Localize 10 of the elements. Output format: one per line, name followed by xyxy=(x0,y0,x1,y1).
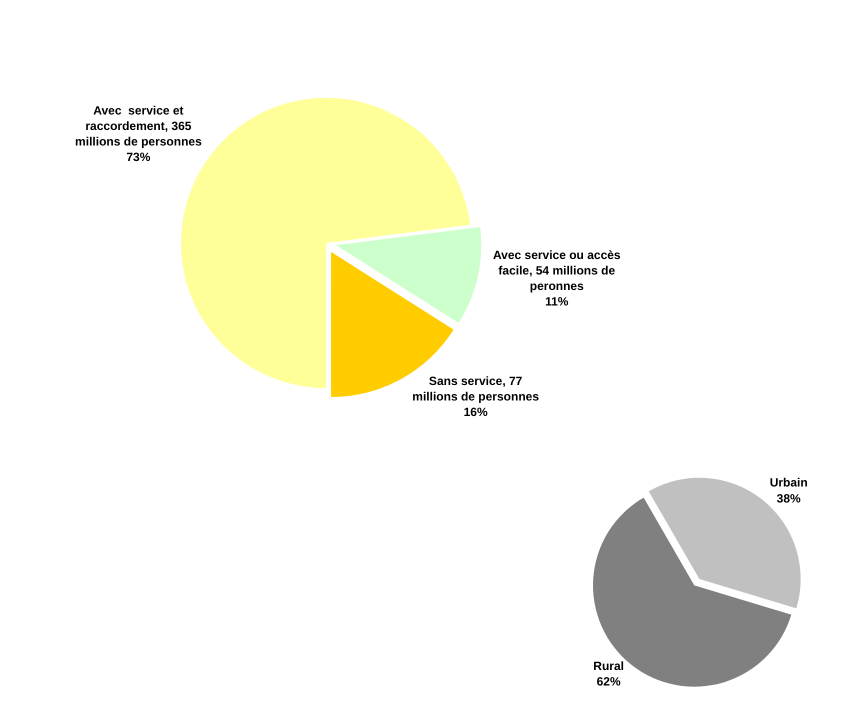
data-label: 11% xyxy=(545,294,569,309)
data-label: 73% xyxy=(126,150,151,164)
slice-label: Sans service, 77 millions de personnes xyxy=(412,374,540,404)
slice-label: Rural xyxy=(593,659,624,674)
data-label: 38% xyxy=(776,491,802,506)
data-label: 16% xyxy=(464,405,488,420)
slice-label: Avec service et raccordement, 365 millions de personnes xyxy=(75,103,202,148)
slice-label: Urbain xyxy=(770,476,808,490)
slice-label: Avec service ou accès facile, 54 millions de peronnes xyxy=(492,248,621,294)
data-label: 62% xyxy=(596,674,621,689)
